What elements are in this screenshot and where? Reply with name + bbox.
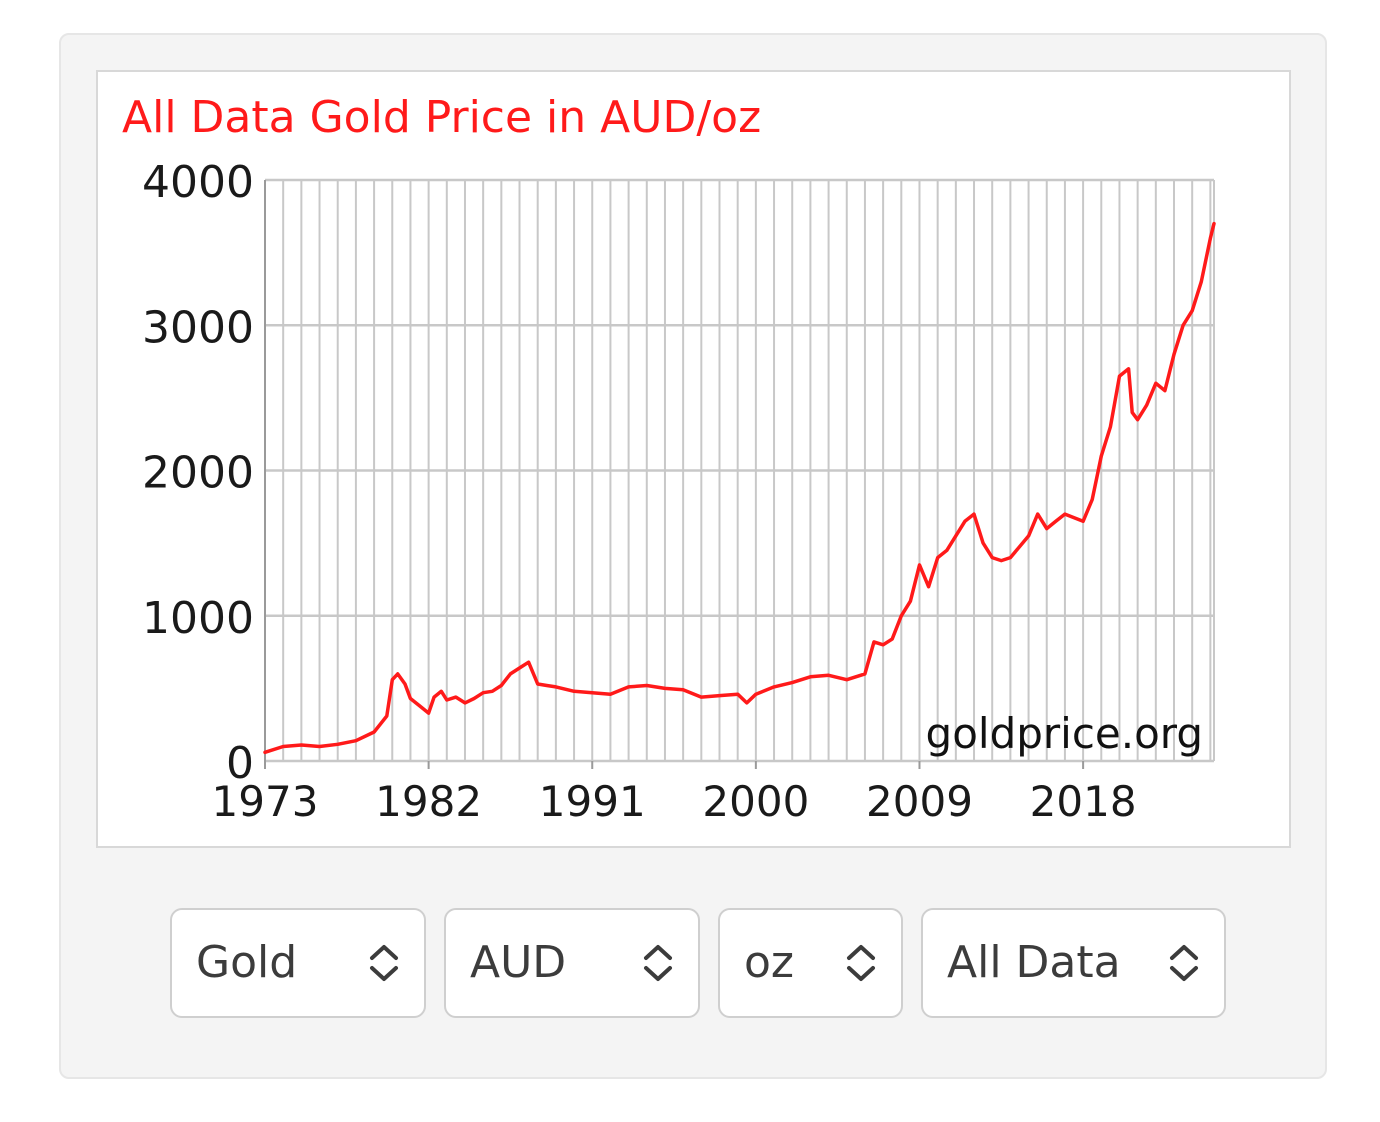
y-tick-label: 1000: [142, 593, 254, 644]
chevron-up-down-icon: [644, 945, 672, 981]
chart-axes: 0 1000 2000 3000 4000 1973 1982 1991 2000 2009 201…: [142, 157, 1137, 826]
chart-grid: [264, 178, 1215, 763]
range-select-value: All Data: [947, 937, 1121, 988]
x-tick-label: 1982: [375, 777, 482, 826]
unit-select-value: oz: [744, 937, 795, 988]
y-tick-label: 2000: [142, 448, 254, 499]
x-tick-label: 2009: [866, 777, 973, 826]
range-select[interactable]: All Data: [921, 908, 1226, 1018]
chart-title: All Data Gold Price in AUD/oz: [122, 92, 761, 143]
chart-series: [263, 221, 1216, 755]
chevron-up-down-icon: [370, 945, 398, 981]
x-tick-label: 2000: [702, 777, 809, 826]
chevron-up-down-icon: [847, 945, 875, 981]
chevron-up-down-icon: [1170, 945, 1198, 981]
y-tick-label: 3000: [142, 302, 254, 353]
price-line: [263, 221, 1216, 755]
y-tick-label: 4000: [142, 157, 254, 208]
currency-select-value: AUD: [470, 937, 567, 988]
metal-select[interactable]: Gold: [170, 908, 426, 1018]
currency-select[interactable]: AUD: [444, 908, 700, 1018]
unit-select[interactable]: oz: [718, 908, 903, 1018]
x-tick-label: 2018: [1030, 777, 1137, 826]
y-tick-label: 0: [226, 738, 254, 789]
x-tick-label: 1991: [539, 777, 646, 826]
chart-frame: [96, 70, 1291, 848]
chart-watermark: goldprice.org: [926, 709, 1203, 758]
x-tick-label: 1973: [212, 777, 319, 826]
metal-select-value: Gold: [196, 937, 298, 988]
